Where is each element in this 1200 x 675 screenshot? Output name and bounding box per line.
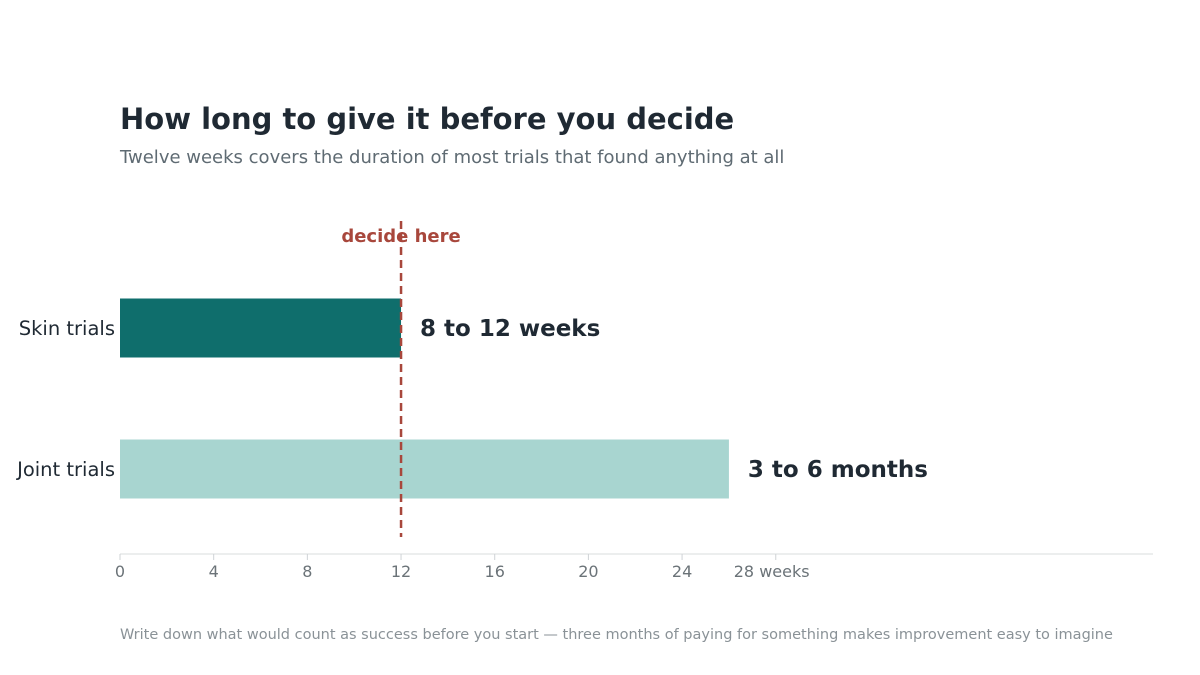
x-tick-label-3: 12 [391, 562, 411, 581]
reference-line-label: decide here [341, 226, 460, 247]
bars-layer: Skin trials 8 to 12 weeks Joint trials 3 to… [15, 298, 928, 499]
footnote: Write down what would count as success b… [120, 627, 1113, 643]
bar-0 [120, 298, 402, 358]
chart-title: How long to give it before you decide [120, 102, 735, 136]
value-label-0: 8 to 12 weeks [420, 316, 600, 342]
x-tick-label-0: 0 [115, 562, 125, 581]
category-label-0: Skin trials [19, 317, 115, 340]
chart-subtitle: Twelve weeks covers the duration of most… [120, 147, 785, 168]
x-tick-label-2: 8 [302, 562, 312, 581]
x-tick-label-4: 16 [485, 562, 505, 581]
reference-layer: decide here [341, 221, 461, 537]
category-label-1: Joint trials [15, 458, 115, 481]
x-tick-label-1: 4 [209, 562, 219, 581]
value-label-1: 3 to 6 months [748, 457, 928, 483]
bar-1 [120, 439, 729, 499]
x-tick-label-5: 20 [578, 562, 598, 581]
x-tick-label-6: 24 [672, 562, 692, 581]
x-tick-label-7: 28 weeks [734, 562, 810, 581]
x-axis-ticks: 0 4 8 12 16 20 24 28 weeks [115, 554, 810, 581]
